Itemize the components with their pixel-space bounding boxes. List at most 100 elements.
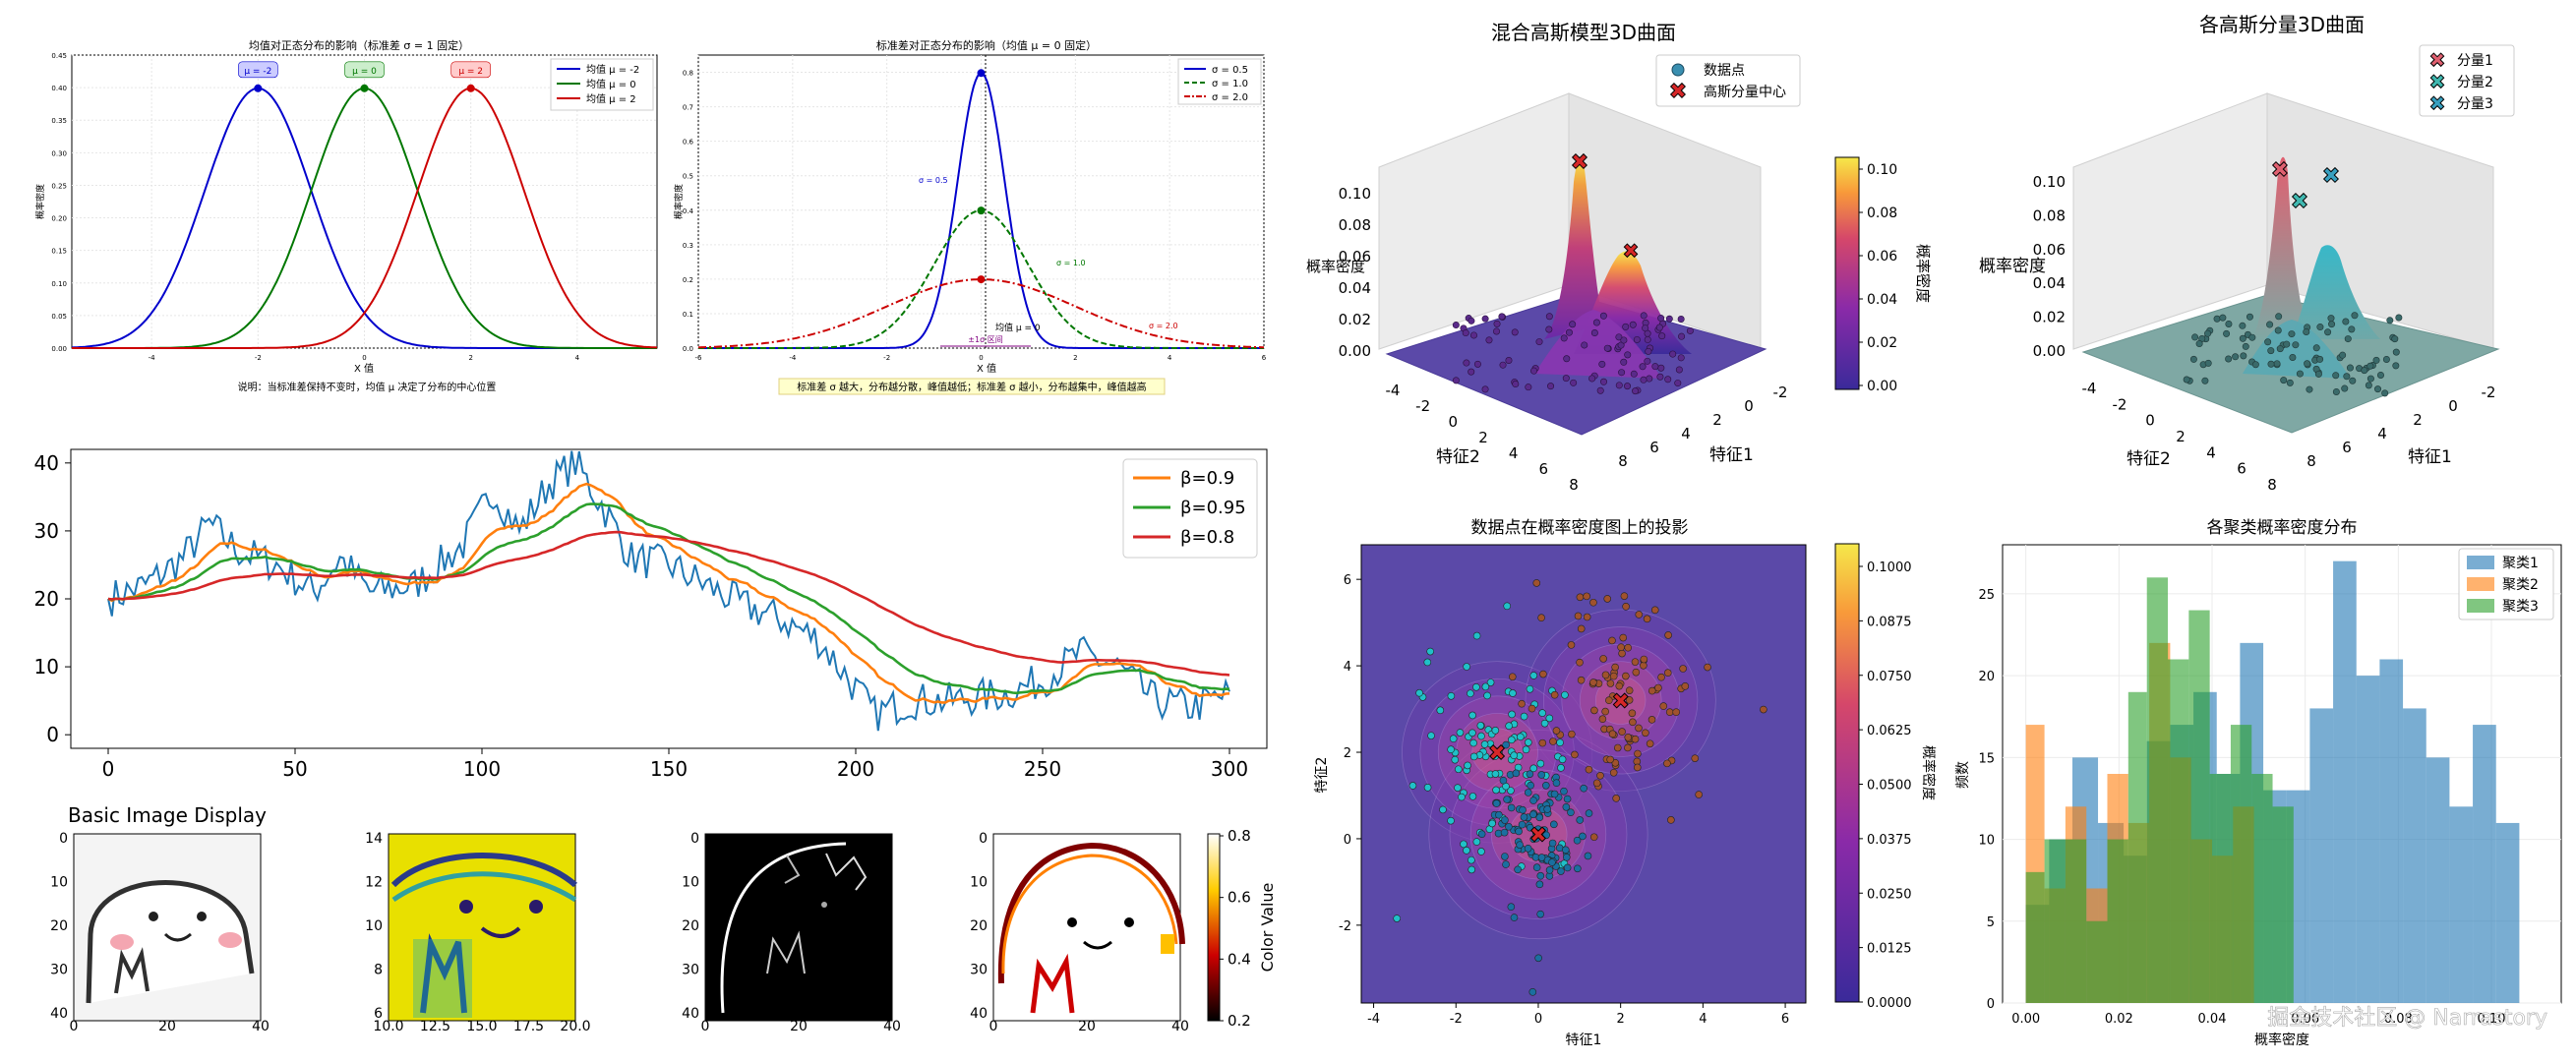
data-point bbox=[1491, 770, 1500, 778]
data-point bbox=[1423, 658, 1432, 667]
std-effect-title: 标准差对正态分布的影响（均值 μ = 0 固定） bbox=[876, 38, 1097, 52]
x-tick-label: 20 bbox=[158, 1019, 176, 1034]
data-point bbox=[1548, 858, 1556, 866]
y-tick-label: 0 bbox=[46, 723, 59, 746]
legend-label-cluster-2: 聚类2 bbox=[2502, 577, 2539, 593]
data-point bbox=[2314, 370, 2322, 378]
sigma-20-annotation: σ = 2.0 bbox=[1149, 322, 1178, 330]
series-line-3 bbox=[72, 87, 658, 349]
data-point bbox=[1451, 755, 1460, 764]
svg-text:✖: ✖ bbox=[2429, 48, 2446, 72]
x-tick-label: 0.08 bbox=[2384, 1012, 2413, 1027]
data-point bbox=[1568, 730, 1576, 738]
components-3d-legend: ✖ 分量1 ✖ 分量2 ✖ 分量3 bbox=[2419, 44, 2515, 117]
z-tick-label: 0.00 bbox=[2033, 342, 2066, 360]
mixture-3d-xlabel: 特征1 bbox=[1709, 445, 1754, 465]
y-tick-label: 12 bbox=[365, 875, 383, 891]
data-point bbox=[1488, 819, 1496, 828]
data-point bbox=[1468, 711, 1476, 720]
y-tick-label: 0.05 bbox=[51, 313, 67, 321]
data-point bbox=[2225, 320, 2233, 327]
y-tick-label: 0.7 bbox=[683, 104, 693, 112]
data-point bbox=[1491, 726, 1500, 735]
axis-tick-label: 6 bbox=[1649, 439, 1659, 456]
mixture-colorbar bbox=[1834, 156, 1860, 390]
raw-series-line bbox=[107, 450, 1230, 732]
data-point bbox=[1464, 761, 1471, 770]
x-tick-label: 0 bbox=[102, 757, 115, 781]
data-point bbox=[1608, 730, 1617, 738]
component-3-surface bbox=[2292, 245, 2380, 339]
data-point bbox=[1613, 743, 1622, 752]
data-point bbox=[1589, 833, 1598, 842]
ewma-legend: β=0.9 β=0.95 β=0.8 bbox=[1122, 458, 1258, 559]
axis-tick-label: 2 bbox=[2413, 411, 2423, 429]
y-tick-label: 0.8 bbox=[683, 70, 693, 78]
cluster-hist-panel: 各聚类概率密度分布 0.00 0.02 0.04 0.06 0.08 0.10 0 5 10 15… bbox=[1955, 518, 2562, 1048]
data-point bbox=[1635, 611, 1644, 619]
x-tick-label: 0 bbox=[989, 1019, 998, 1034]
data-point bbox=[1624, 383, 1632, 390]
basic-image-title: Basic Image Display bbox=[68, 803, 267, 827]
data-point bbox=[1508, 710, 1516, 719]
data-point bbox=[1527, 781, 1534, 790]
data-point bbox=[1563, 355, 1571, 363]
data-point bbox=[1468, 865, 1476, 874]
data-point bbox=[2240, 352, 2247, 360]
data-point bbox=[1565, 328, 1573, 336]
sigma-10-annotation: σ = 1.0 bbox=[1056, 259, 1086, 267]
data-point bbox=[2266, 321, 2274, 328]
data-point bbox=[1477, 830, 1486, 838]
mean-effect-title: 均值对正态分布的影响（标准差 σ = 1 固定） bbox=[249, 38, 469, 52]
data-point bbox=[1469, 752, 1478, 761]
data-point bbox=[1463, 847, 1470, 855]
data-point bbox=[1550, 790, 1559, 798]
data-point bbox=[1663, 669, 1672, 678]
y-tick-label: 10 bbox=[970, 875, 988, 891]
x-tick-label: -4 bbox=[789, 354, 797, 362]
data-point bbox=[1518, 820, 1527, 829]
data-point bbox=[1625, 696, 1634, 704]
data-point bbox=[1476, 722, 1485, 730]
data-point bbox=[1620, 358, 1628, 366]
data-point bbox=[1481, 315, 1489, 323]
y-tick-label: 4 bbox=[1344, 660, 1351, 675]
data-point bbox=[1560, 334, 1568, 342]
colorbar-tick-label: 0.02 bbox=[1867, 335, 1897, 351]
data-point bbox=[1480, 740, 1489, 748]
data-point bbox=[2289, 353, 2297, 361]
data-point bbox=[1549, 738, 1557, 745]
x-tick-label: 0.00 bbox=[2011, 1012, 2040, 1027]
data-point bbox=[1633, 763, 1642, 772]
data-point bbox=[2372, 356, 2380, 364]
x-tick-label: 2 bbox=[1617, 1012, 1625, 1027]
colorbar-tick-label: 0.0625 bbox=[1867, 724, 1912, 738]
data-point bbox=[1493, 320, 1501, 327]
data-point bbox=[1677, 354, 1685, 362]
data-point bbox=[1468, 856, 1475, 864]
data-point bbox=[1585, 765, 1593, 774]
x-tick-label: 4 bbox=[1168, 354, 1172, 362]
y-tick-label: 10 bbox=[34, 655, 59, 678]
data-point bbox=[1624, 351, 1632, 359]
data-point bbox=[1439, 805, 1447, 814]
data-point bbox=[1567, 641, 1576, 649]
data-point bbox=[1520, 712, 1528, 721]
colorbar-tick-label: 0.0375 bbox=[1867, 833, 1912, 848]
data-point bbox=[1615, 382, 1623, 389]
data-point bbox=[1585, 809, 1593, 817]
legend-label-cluster-1: 聚类1 bbox=[2502, 556, 2539, 571]
colorbar-tick-label: 0.0000 bbox=[1867, 996, 1912, 1011]
z-tick-label: 0.06 bbox=[2033, 241, 2066, 259]
y-tick-label: 20 bbox=[1978, 670, 1995, 684]
data-point bbox=[1472, 631, 1481, 640]
projection-colorbar-label: 概率密度 bbox=[1920, 745, 1937, 800]
data-point bbox=[2344, 335, 2352, 343]
data-point bbox=[1498, 313, 1506, 321]
x-tick-label: 0.06 bbox=[2291, 1012, 2319, 1027]
data-point bbox=[2276, 345, 2284, 353]
one-sigma-interval-label: ±1σ 区间 bbox=[968, 335, 1002, 344]
colorbar-tick-label: 0.1000 bbox=[1867, 560, 1912, 575]
data-point bbox=[2376, 371, 2384, 379]
